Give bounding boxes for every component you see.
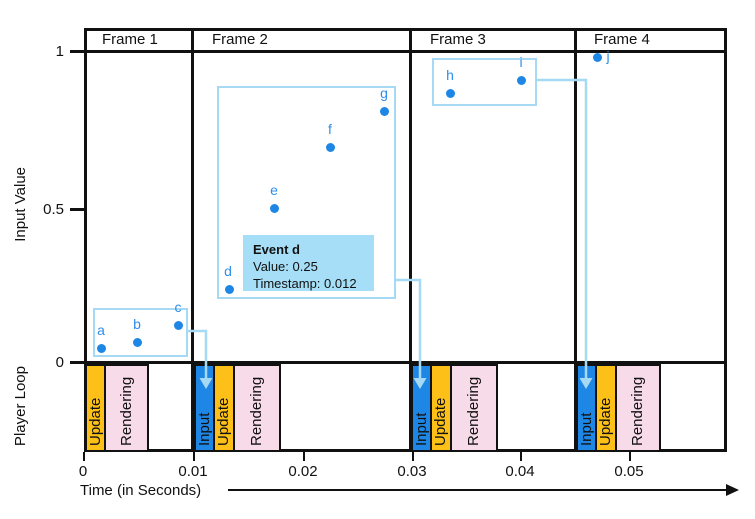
rendering-phase-bar-frame-4: Rendering xyxy=(615,364,661,452)
x-tick-label: 0.02 xyxy=(288,463,318,480)
y-tick xyxy=(70,50,84,53)
frame-boundary-line xyxy=(409,28,412,452)
rendering-phase-label: Rendering xyxy=(629,376,646,446)
player-loop-axis-title: Player Loop xyxy=(12,366,29,447)
input-phase-label: Input xyxy=(195,412,213,446)
rendering-phase-bar-frame-2: Rendering xyxy=(233,364,281,452)
x-tick xyxy=(629,452,631,461)
frame-label-3: Frame 3 xyxy=(430,31,486,48)
frame-label-4: Frame 4 xyxy=(594,31,650,48)
input-phase-label: Input xyxy=(412,412,430,446)
event-label-j: j xyxy=(606,48,610,64)
rendering-phase-bar-frame-3: Rendering xyxy=(450,364,498,452)
frame-label-2: Frame 2 xyxy=(212,31,268,48)
update-phase-bar-frame-4: Update xyxy=(595,364,617,452)
event-dot-c xyxy=(174,321,183,330)
event-dot-e xyxy=(270,204,279,213)
event-label-a: a xyxy=(97,322,105,338)
update-phase-label: Update xyxy=(215,397,232,446)
x-tick-label: 0.01 xyxy=(178,463,208,480)
event-dot-d xyxy=(225,285,234,294)
x-tick xyxy=(193,452,195,461)
event-label-h: h xyxy=(446,67,454,83)
input-phase-bar-frame-3: Input xyxy=(411,364,432,452)
input-phase-label: Input xyxy=(577,412,595,446)
x-axis-title: Time (in Seconds) xyxy=(80,482,202,499)
x-tick xyxy=(83,452,85,461)
update-phase-label: Update xyxy=(597,397,614,446)
y-axis-title: Input Value xyxy=(12,167,29,242)
x-tick xyxy=(412,452,414,461)
event-dot-i xyxy=(517,76,526,85)
tooltip-title: Event d xyxy=(253,242,300,257)
y-tick-label: 1 xyxy=(55,43,64,60)
event-dot-j xyxy=(593,53,602,62)
x-tick-label: 0 xyxy=(78,463,88,480)
event-label-d: d xyxy=(224,263,232,279)
event-label-e: e xyxy=(270,182,278,198)
update-phase-label: Update xyxy=(86,397,104,446)
event-group-box-frame-2 xyxy=(217,86,396,299)
plot-border xyxy=(84,28,727,452)
event-dot-g xyxy=(380,107,389,116)
update-phase-bar-frame-2: Update xyxy=(213,364,235,452)
x-tick-label: 0.04 xyxy=(505,463,535,480)
event-group-box-frame-3 xyxy=(432,58,537,106)
event-tooltip: Event d Value: 0.25 Timestamp: 0.012 xyxy=(243,235,374,291)
x-tick-label: 0.05 xyxy=(614,463,644,480)
y-tick-label: 0 xyxy=(55,354,64,371)
event-label-g: g xyxy=(380,85,388,101)
y-tick-label: 0.5 xyxy=(43,201,64,218)
event-label-f: f xyxy=(328,121,332,137)
rendering-phase-bar-frame-1: Rendering xyxy=(104,364,149,452)
rendering-phase-label: Rendering xyxy=(117,376,135,446)
rendering-phase-label: Rendering xyxy=(465,376,482,446)
event-label-b: b xyxy=(133,316,141,332)
x-tick xyxy=(303,452,305,461)
rendering-phase-label: Rendering xyxy=(248,376,265,446)
event-label-i: i xyxy=(519,54,523,70)
y-tick xyxy=(70,361,84,364)
input-phase-bar-frame-2: Input xyxy=(194,364,215,452)
event-dot-a xyxy=(97,344,106,353)
tooltip-timestamp: Timestamp: 0.012 xyxy=(253,276,357,291)
event-group-box-frame-1 xyxy=(93,308,188,357)
update-phase-bar-frame-1: Update xyxy=(85,364,106,452)
event-dot-f xyxy=(326,143,335,152)
frame-boundary-line xyxy=(191,28,194,452)
y-tick xyxy=(70,208,84,211)
frame-label-1: Frame 1 xyxy=(102,31,158,48)
time-axis-arrowhead-icon xyxy=(726,484,739,496)
x-tick-label: 0.03 xyxy=(397,463,427,480)
input-phase-bar-frame-4: Input xyxy=(576,364,597,452)
event-dot-h xyxy=(446,89,455,98)
tooltip-value: Value: 0.25 xyxy=(253,259,318,274)
update-phase-label: Update xyxy=(432,397,449,446)
event-label-c: c xyxy=(174,299,182,315)
x-tick xyxy=(520,452,522,461)
update-phase-bar-frame-3: Update xyxy=(430,364,452,452)
frame-header-divider-line xyxy=(84,50,727,53)
event-dot-b xyxy=(133,338,142,347)
